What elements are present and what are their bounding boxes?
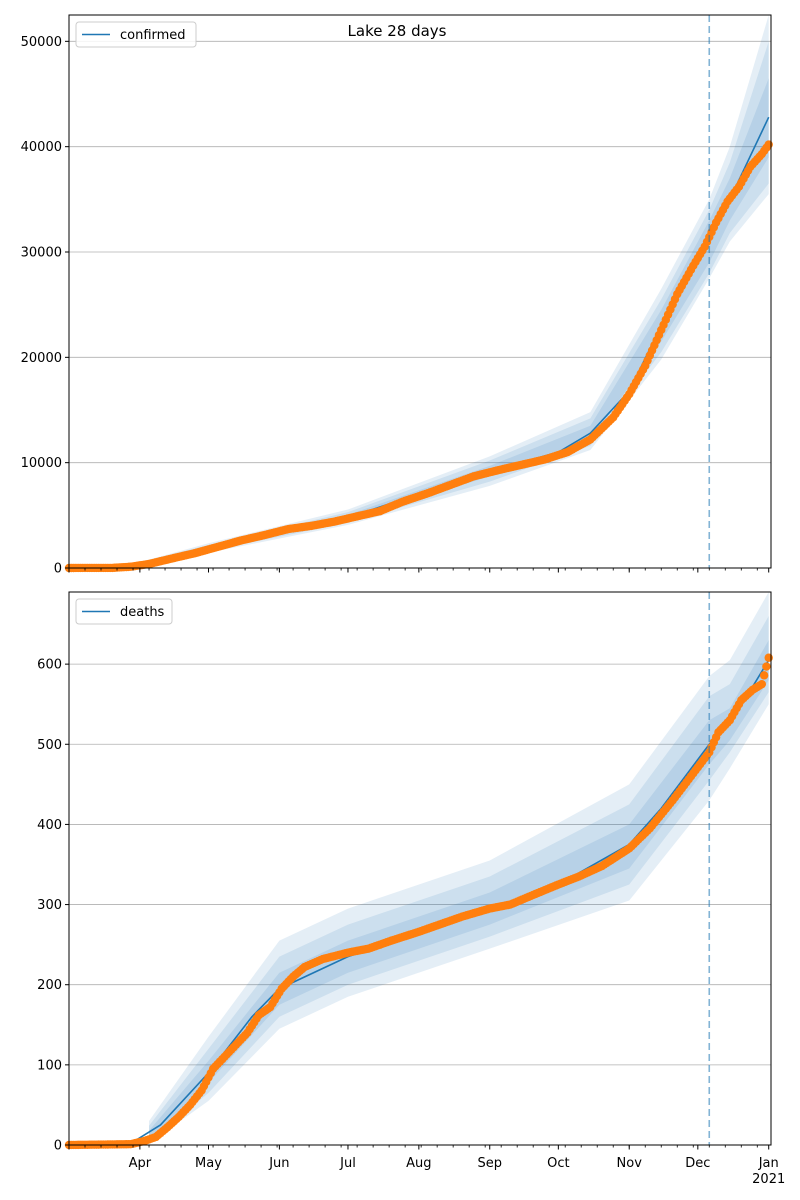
legend-box: [75, 21, 197, 48]
x-tick-label: Sep: [477, 1156, 502, 1171]
confirmed-panel: 0 10000 20000 30000 40000 50000 confirmed: [21, 14, 773, 577]
x-year-label: 2021: [752, 1172, 785, 1187]
y-tick-label: 500: [37, 738, 62, 753]
x-tick-label: Dec: [685, 1156, 710, 1171]
x-tick-label: Apr: [129, 1156, 152, 1171]
x-tick-label: Jan: [758, 1156, 779, 1171]
uncertainty-band: [149, 616, 769, 1143]
y-tick-label: 40000: [21, 140, 62, 155]
y-tick-label: 0: [54, 1139, 62, 1154]
observed-point: [759, 671, 769, 680]
x-tick-label: Jun: [268, 1156, 289, 1171]
axes-frame: [68, 591, 772, 1146]
y-tick-label: 600: [37, 658, 62, 673]
observed-point: [762, 662, 771, 671]
y-tick-label: 400: [37, 818, 62, 833]
legend-label: deaths: [120, 605, 165, 620]
deaths-panel: 0 100 200 300 400 500 600 Apr May Jun Jul Aug Sep Oct…: [37, 591, 785, 1187]
y-tick-label: 30000: [21, 246, 62, 261]
x-tick-label: Jul: [339, 1156, 356, 1171]
observed-point: [764, 653, 773, 662]
y-tick-label: 50000: [21, 35, 62, 50]
legend-box: [75, 598, 173, 625]
observed-point: [757, 679, 767, 689]
figure-title: Lake 28 days: [348, 22, 447, 40]
uncertainty-band: [149, 592, 769, 1144]
y-tick-label: 20000: [21, 351, 62, 366]
legend-label: confirmed: [120, 28, 186, 43]
axes-frame: [68, 14, 772, 569]
x-tick-label: May: [195, 1156, 222, 1171]
observed-point: [764, 140, 773, 149]
x-tick-label: Aug: [406, 1156, 431, 1171]
x-tick-label: Oct: [547, 1156, 569, 1171]
y-tick-label: 100: [37, 1058, 62, 1073]
y-tick-label: 300: [37, 898, 62, 913]
y-tick-label: 200: [37, 978, 62, 993]
y-tick-label: 0: [54, 562, 62, 577]
y-tick-label: 10000: [21, 456, 62, 471]
x-tick-label: Nov: [617, 1156, 643, 1171]
